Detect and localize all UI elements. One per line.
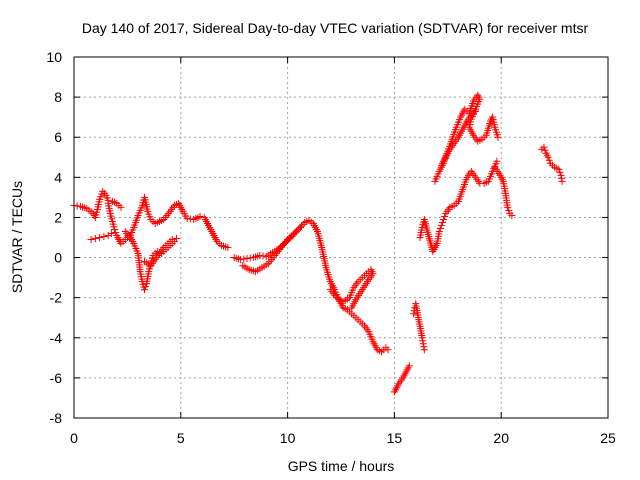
data-point: [420, 343, 428, 351]
x-tick-label: 5: [177, 430, 185, 446]
data-series: [416, 157, 501, 256]
data-series: [121, 193, 232, 252]
data-point: [440, 215, 448, 223]
data-point: [472, 107, 480, 115]
data-point: [419, 340, 427, 348]
data-point: [96, 234, 104, 241]
data-point: [556, 168, 564, 176]
data-point: [246, 254, 254, 262]
data-series: [239, 223, 304, 276]
y-tick-label: 6: [54, 129, 62, 145]
data-point: [541, 146, 549, 154]
data-point: [419, 337, 427, 345]
data-point: [73, 202, 81, 210]
data-point: [384, 346, 392, 354]
data-point: [296, 223, 304, 231]
x-axis-label: GPS time / hours: [288, 458, 395, 474]
data-point: [558, 177, 566, 185]
data-series: [140, 235, 181, 270]
data-point: [297, 222, 305, 230]
data-point: [544, 153, 552, 161]
data-series: [390, 362, 413, 396]
data-point: [196, 212, 204, 220]
data-point: [107, 229, 115, 237]
y-tick-label: 2: [54, 209, 62, 225]
data-point: [183, 214, 191, 222]
x-tick-label: 0: [70, 430, 78, 446]
y-tick-label: -2: [50, 290, 63, 306]
data-point: [405, 362, 413, 370]
data-series: [87, 229, 115, 244]
y-tick-label: 8: [54, 89, 62, 105]
data-series: [70, 187, 125, 221]
data-series: [491, 163, 516, 219]
data-point: [493, 157, 501, 165]
data-point: [348, 304, 356, 312]
x-tick-label: 10: [280, 430, 296, 446]
data-point: [558, 174, 566, 182]
data-point: [504, 203, 512, 211]
data-series: [410, 300, 428, 354]
data-point: [173, 235, 181, 243]
data-point: [142, 283, 150, 291]
data-point: [494, 133, 502, 141]
data-point: [555, 165, 563, 173]
x-tick-label: 25: [600, 430, 616, 446]
y-tick-label: -8: [50, 410, 63, 426]
data-point: [256, 252, 264, 260]
y-tick-label: -6: [50, 370, 63, 386]
data-point: [140, 286, 148, 294]
data-point: [259, 252, 267, 260]
y-tick-label: 10: [46, 49, 62, 65]
data-point: [117, 203, 125, 211]
data-series: [538, 143, 566, 185]
data-point: [112, 228, 120, 236]
data-point: [557, 171, 565, 179]
data-point: [418, 334, 426, 342]
data-point: [87, 236, 95, 244]
data-point: [168, 236, 176, 244]
data-series: [230, 216, 392, 356]
data-point: [441, 212, 449, 220]
data-point: [437, 221, 445, 229]
data-point: [505, 206, 513, 214]
data-point: [186, 215, 194, 223]
data-series: [326, 266, 377, 312]
data-point: [91, 235, 99, 243]
chart-title: Day 140 of 2017, Sidereal Day-to-day VTE…: [82, 20, 589, 36]
data-point: [545, 156, 553, 164]
y-axis-label: SDTVAR / TECUs: [9, 181, 25, 293]
data-point: [410, 310, 418, 318]
y-tick-label: -4: [50, 330, 63, 346]
data-point: [240, 255, 248, 263]
data-point: [435, 227, 443, 235]
data-point: [237, 256, 245, 264]
data-point: [243, 255, 251, 263]
data-point: [111, 225, 119, 233]
tick-layer: 0 5 10 15 20 25 -8 -6 -4 -2 0 2 4 6 8 10: [46, 49, 616, 446]
data-point: [436, 224, 444, 232]
y-tick-label: 0: [54, 250, 62, 266]
data-point: [224, 244, 232, 252]
y-tick-label: 4: [54, 169, 62, 185]
data-point: [438, 218, 446, 226]
x-tick-label: 20: [493, 430, 509, 446]
data-point: [420, 346, 428, 354]
grid-layer: [74, 57, 608, 418]
data-point: [100, 232, 108, 240]
data-point: [540, 143, 548, 151]
marks-layer: [70, 91, 566, 396]
x-tick-label: 15: [387, 430, 403, 446]
data-point: [508, 211, 516, 219]
data-series: [437, 107, 480, 169]
plot-frame: [73, 56, 609, 419]
